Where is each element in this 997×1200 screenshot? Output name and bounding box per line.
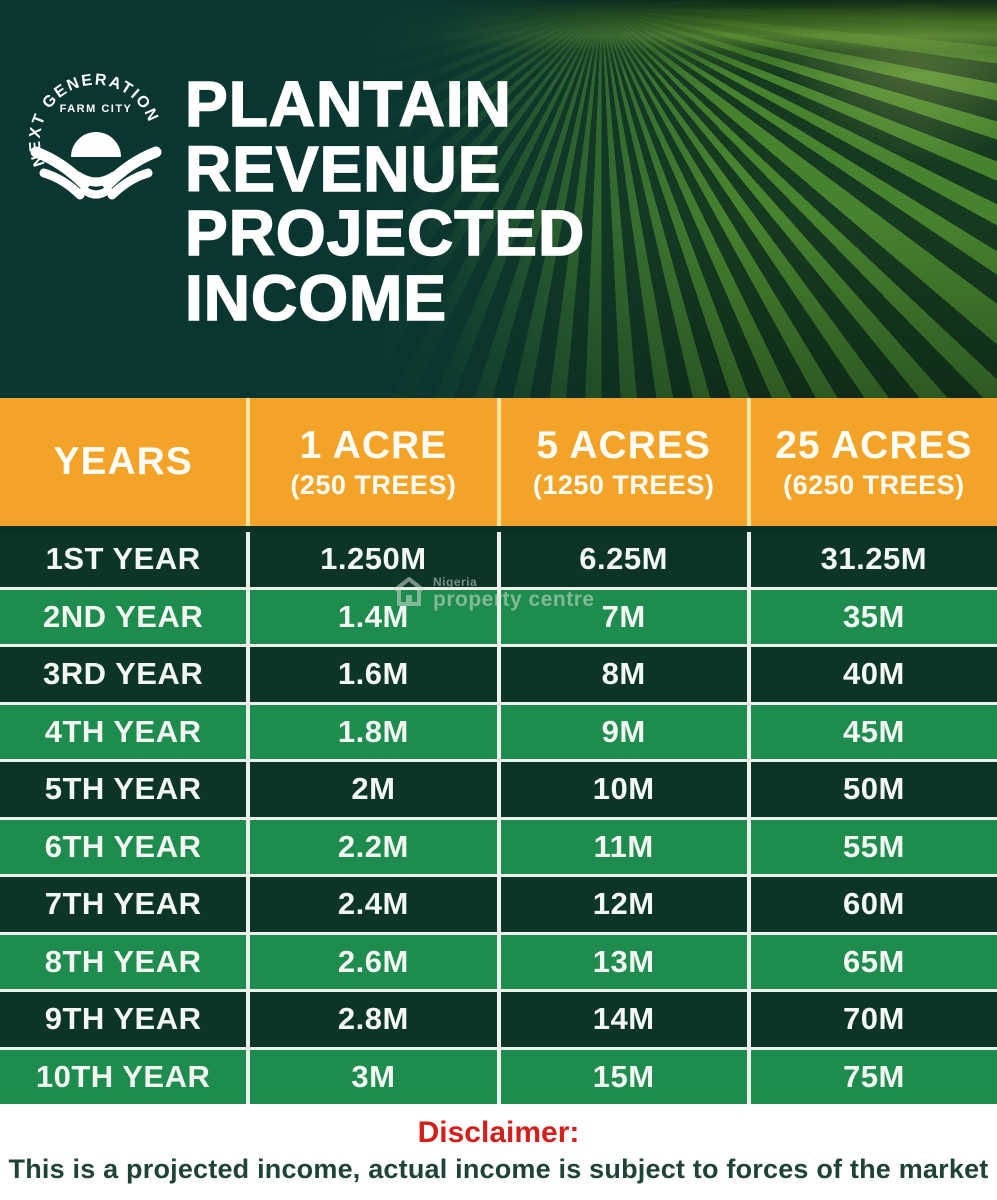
value-cell: 60M <box>750 877 997 932</box>
year-cell: 4TH YEAR <box>0 704 247 759</box>
header-main: 25 ACRES <box>775 423 973 467</box>
table-header-row: YEARS 1 ACRE (250 TREES) 5 ACRES (1250 T… <box>0 398 997 532</box>
year-cell: 7TH YEAR <box>0 877 247 932</box>
value-cell: 9M <box>500 704 747 759</box>
value-cell: 70M <box>750 992 997 1047</box>
value-cell: 15M <box>500 1049 747 1104</box>
year-cell: 9TH YEAR <box>0 992 247 1047</box>
header-5-acres: 5 ACRES (1250 TREES) <box>500 398 747 526</box>
header-1-acre: 1 ACRE (250 TREES) <box>250 398 497 526</box>
year-cell: 5TH YEAR <box>0 762 247 817</box>
value-cell: 2.6M <box>250 934 497 989</box>
header-sub: (6250 TREES) <box>783 469 965 500</box>
year-cell: 1ST YEAR <box>0 532 247 587</box>
farm-city-logo: NEXT GENERATION FARM CITY <box>27 71 162 200</box>
value-cell: 2.8M <box>250 992 497 1047</box>
value-cell: 75M <box>750 1049 997 1104</box>
value-cell: 2.2M <box>250 819 497 874</box>
header-main: 5 ACRES <box>536 423 711 467</box>
title-line-4: INCOME <box>184 261 447 334</box>
logo-sub-text: FARM CITY <box>60 103 133 115</box>
header-main: YEARS <box>53 440 193 483</box>
value-cell: 35M <box>750 589 997 644</box>
value-cell: 50M <box>750 762 997 817</box>
value-cell: 2.4M <box>250 877 497 932</box>
value-cell: 7M <box>500 589 747 644</box>
value-cell: 55M <box>750 819 997 874</box>
title-line-3: PROJECTED <box>184 197 586 270</box>
value-cell: 14M <box>500 992 747 1047</box>
table-body: 1ST YEAR 1.250M 6.25M 31.25M 2ND YEAR 1.… <box>0 532 997 1104</box>
farm-field-photo <box>358 0 997 398</box>
header-sub: (250 TREES) <box>290 469 457 500</box>
year-cell: 10TH YEAR <box>0 1049 247 1104</box>
value-cell: 45M <box>750 704 997 759</box>
value-cell: 11M <box>500 819 747 874</box>
value-cell: 1.4M <box>250 589 497 644</box>
value-cell: 65M <box>750 934 997 989</box>
value-cell: 1.6M <box>250 647 497 702</box>
year-cell: 3RD YEAR <box>0 647 247 702</box>
value-cell: 1.8M <box>250 704 497 759</box>
title-line-2: REVENUE <box>184 132 502 205</box>
poster-title: PLANTAIN REVENUE PROJECTED INCOME <box>184 68 586 334</box>
header-main: 1 ACRE <box>299 423 448 467</box>
disclaimer-label: Disclaimer: <box>417 1116 580 1149</box>
header-sub: (1250 TREES) <box>532 469 715 500</box>
value-cell: 13M <box>500 934 747 989</box>
value-cell: 3M <box>250 1049 497 1104</box>
sun-field-icon <box>30 132 162 200</box>
year-cell: 2ND YEAR <box>0 589 247 644</box>
value-cell: 2M <box>250 762 497 817</box>
value-cell: 31.25M <box>750 532 997 587</box>
year-cell: 8TH YEAR <box>0 934 247 989</box>
title-line-1: PLANTAIN <box>184 68 512 140</box>
value-cell: 6.25M <box>500 532 747 587</box>
value-cell: 1.250M <box>250 532 497 587</box>
value-cell: 12M <box>500 877 747 932</box>
disclaimer-text: This is a projected income, actual incom… <box>8 1154 989 1184</box>
value-cell: 8M <box>500 647 747 702</box>
year-cell: 6TH YEAR <box>0 819 247 874</box>
value-cell: 10M <box>500 762 747 817</box>
banner: NEXT GENERATION FARM CITY PLANTAIN REVEN… <box>0 0 997 398</box>
value-cell: 40M <box>750 647 997 702</box>
footer: Disclaimer: This is a projected income, … <box>0 1104 997 1194</box>
header-years: YEARS <box>0 398 247 526</box>
header-25-acres: 25 ACRES (6250 TREES) <box>750 398 997 526</box>
